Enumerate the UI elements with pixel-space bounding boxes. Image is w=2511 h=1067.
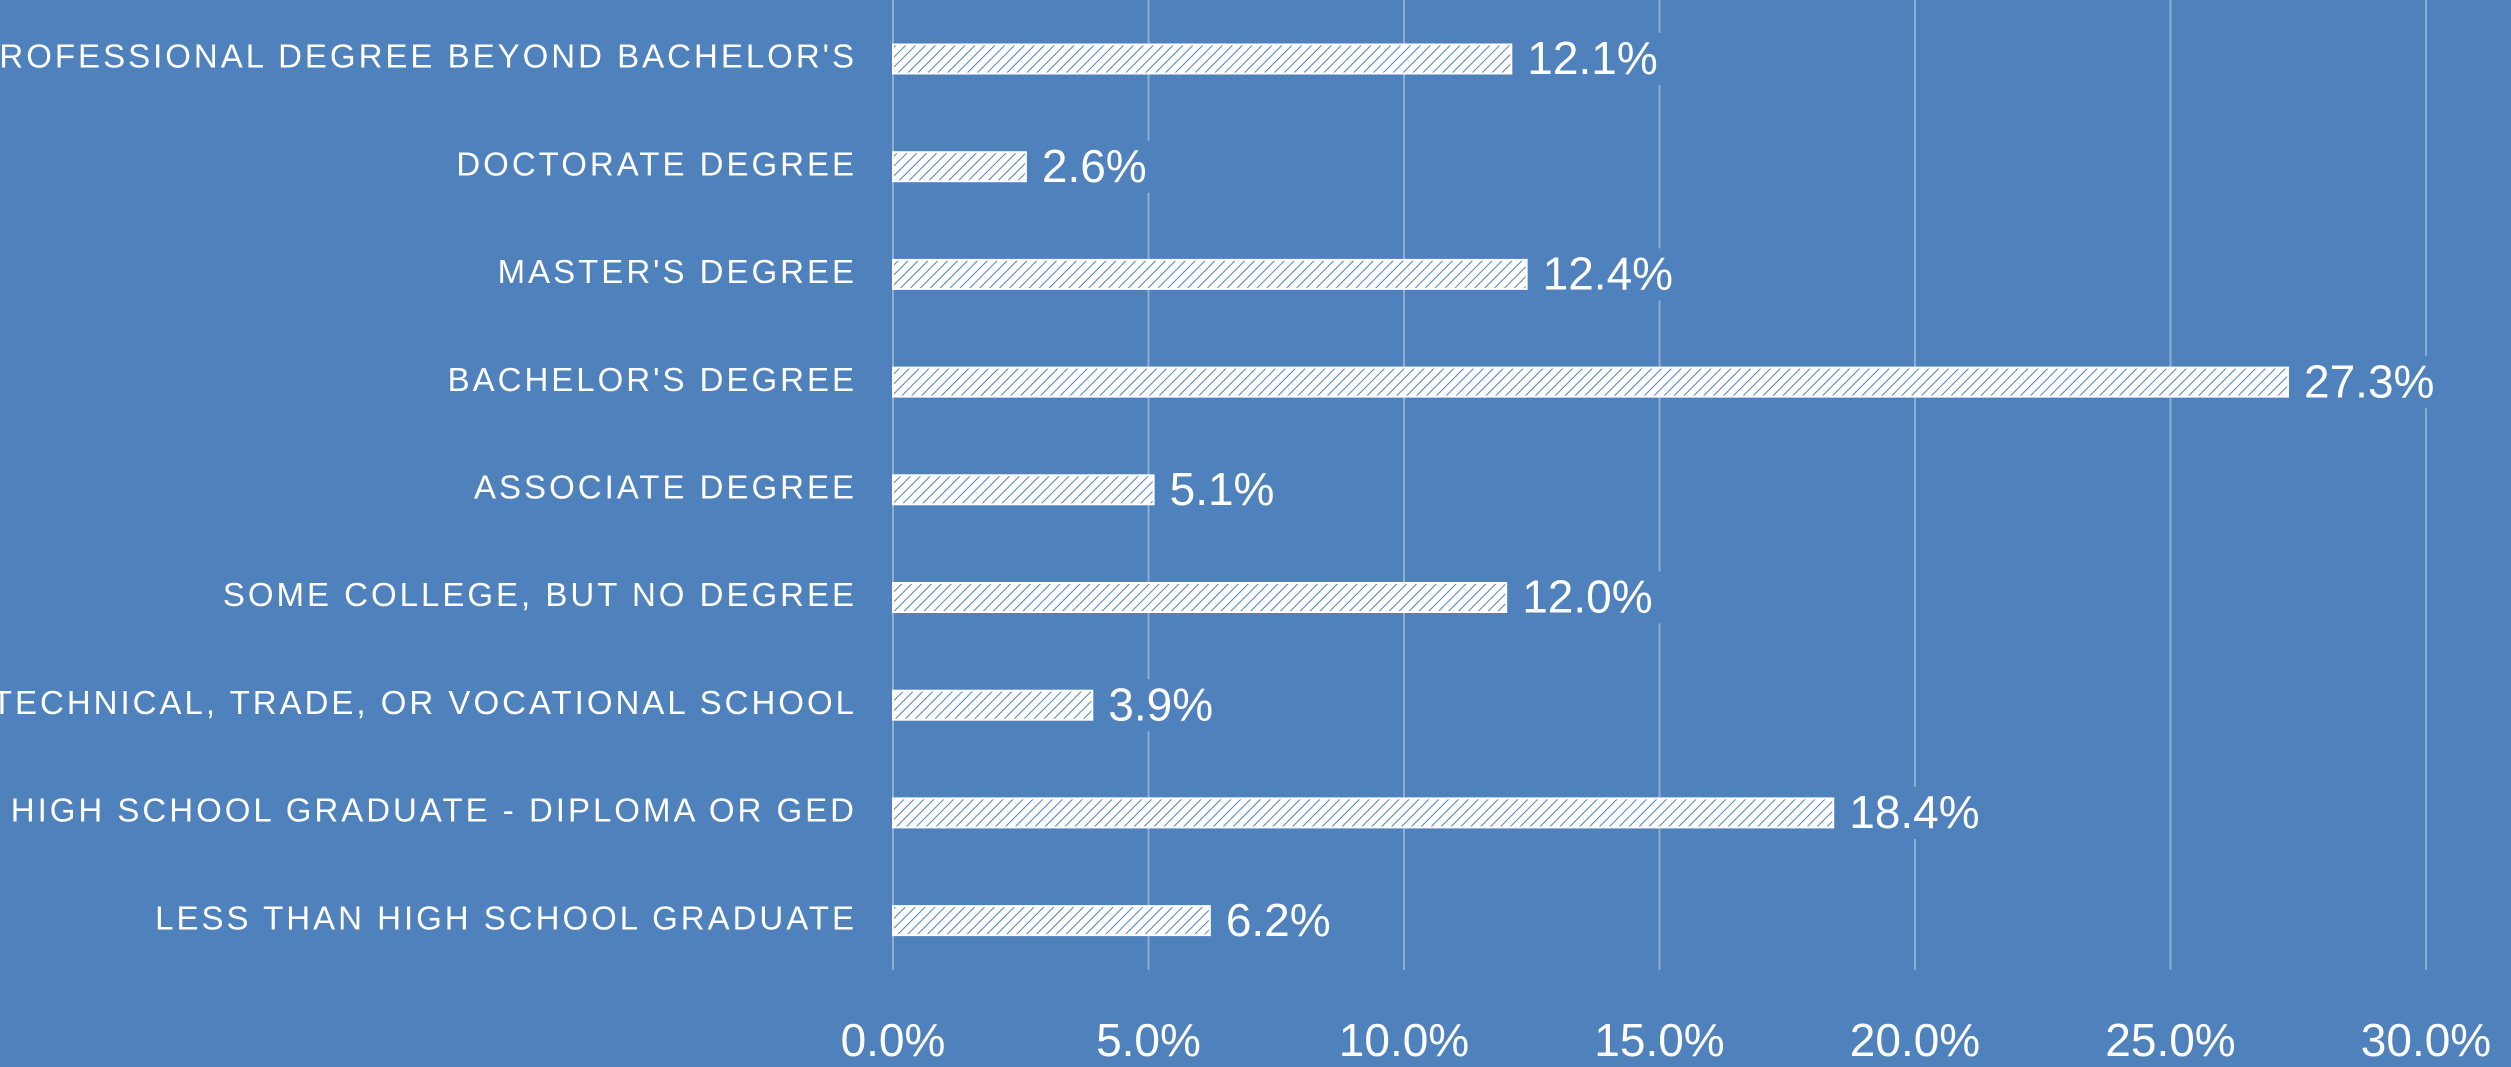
x-tick-label: 15.0% bbox=[1594, 1014, 1724, 1066]
value-label: 2.6% bbox=[1042, 140, 1147, 192]
x-tick-label: 25.0% bbox=[2105, 1014, 2235, 1066]
x-tick-label: 0.0% bbox=[841, 1014, 946, 1066]
bar bbox=[892, 689, 1094, 721]
y-tick-label: HIGH SCHOOL GRADUATE - DIPLOMA OR GED bbox=[11, 792, 857, 829]
x-tick-label: 30.0% bbox=[2361, 1014, 2491, 1066]
value-label: 5.1% bbox=[1170, 463, 1275, 515]
value-label: 12.0% bbox=[1522, 571, 1652, 623]
bar bbox=[892, 582, 1508, 613]
value-label-background bbox=[1532, 248, 1684, 301]
y-tick-label: DOCTORATE DEGREE bbox=[456, 145, 857, 182]
y-tick-label: BACHELOR'S DEGREE bbox=[448, 361, 857, 398]
y-tick-label: TECHNICAL, TRADE, OR VOCATIONAL SCHOOL bbox=[0, 684, 857, 721]
x-tick-label: 5.0% bbox=[1096, 1014, 1201, 1066]
bar bbox=[892, 151, 1027, 183]
value-label-background bbox=[1098, 679, 1224, 732]
y-tick-label: PROFESSIONAL DEGREE BEYOND BACHELOR'S bbox=[0, 38, 857, 75]
y-tick-label: ASSOCIATE DEGREE bbox=[474, 469, 857, 506]
bar bbox=[892, 43, 1513, 75]
value-label-background bbox=[1512, 571, 1663, 624]
x-tick-label: 10.0% bbox=[1339, 1014, 1469, 1066]
value-label-background bbox=[1517, 33, 1668, 85]
value-label: 27.3% bbox=[2304, 355, 2434, 407]
y-tick-label: SOME COLLEGE, BUT NO DEGREE bbox=[223, 576, 857, 613]
value-label: 12.4% bbox=[1543, 248, 1673, 300]
bar bbox=[892, 905, 1211, 937]
bar bbox=[892, 797, 1835, 829]
value-label-background bbox=[1159, 463, 1285, 516]
bar bbox=[892, 366, 2290, 398]
y-tick-label: LESS THAN HIGH SCHOOL GRADUATE bbox=[155, 899, 857, 936]
value-label-background bbox=[1215, 894, 1341, 947]
value-label: 18.4% bbox=[1849, 786, 1979, 838]
value-label-background bbox=[1031, 140, 1157, 193]
bar bbox=[892, 474, 1155, 506]
value-label-background bbox=[2294, 356, 2445, 409]
value-label: 6.2% bbox=[1226, 894, 1331, 946]
value-label-background bbox=[1839, 786, 1990, 839]
value-label: 12.1% bbox=[1527, 32, 1657, 84]
y-tick-label: MASTER'S DEGREE bbox=[498, 253, 857, 290]
x-tick-label: 20.0% bbox=[1850, 1014, 1980, 1066]
value-label: 3.9% bbox=[1108, 678, 1213, 730]
bar bbox=[892, 258, 1528, 290]
